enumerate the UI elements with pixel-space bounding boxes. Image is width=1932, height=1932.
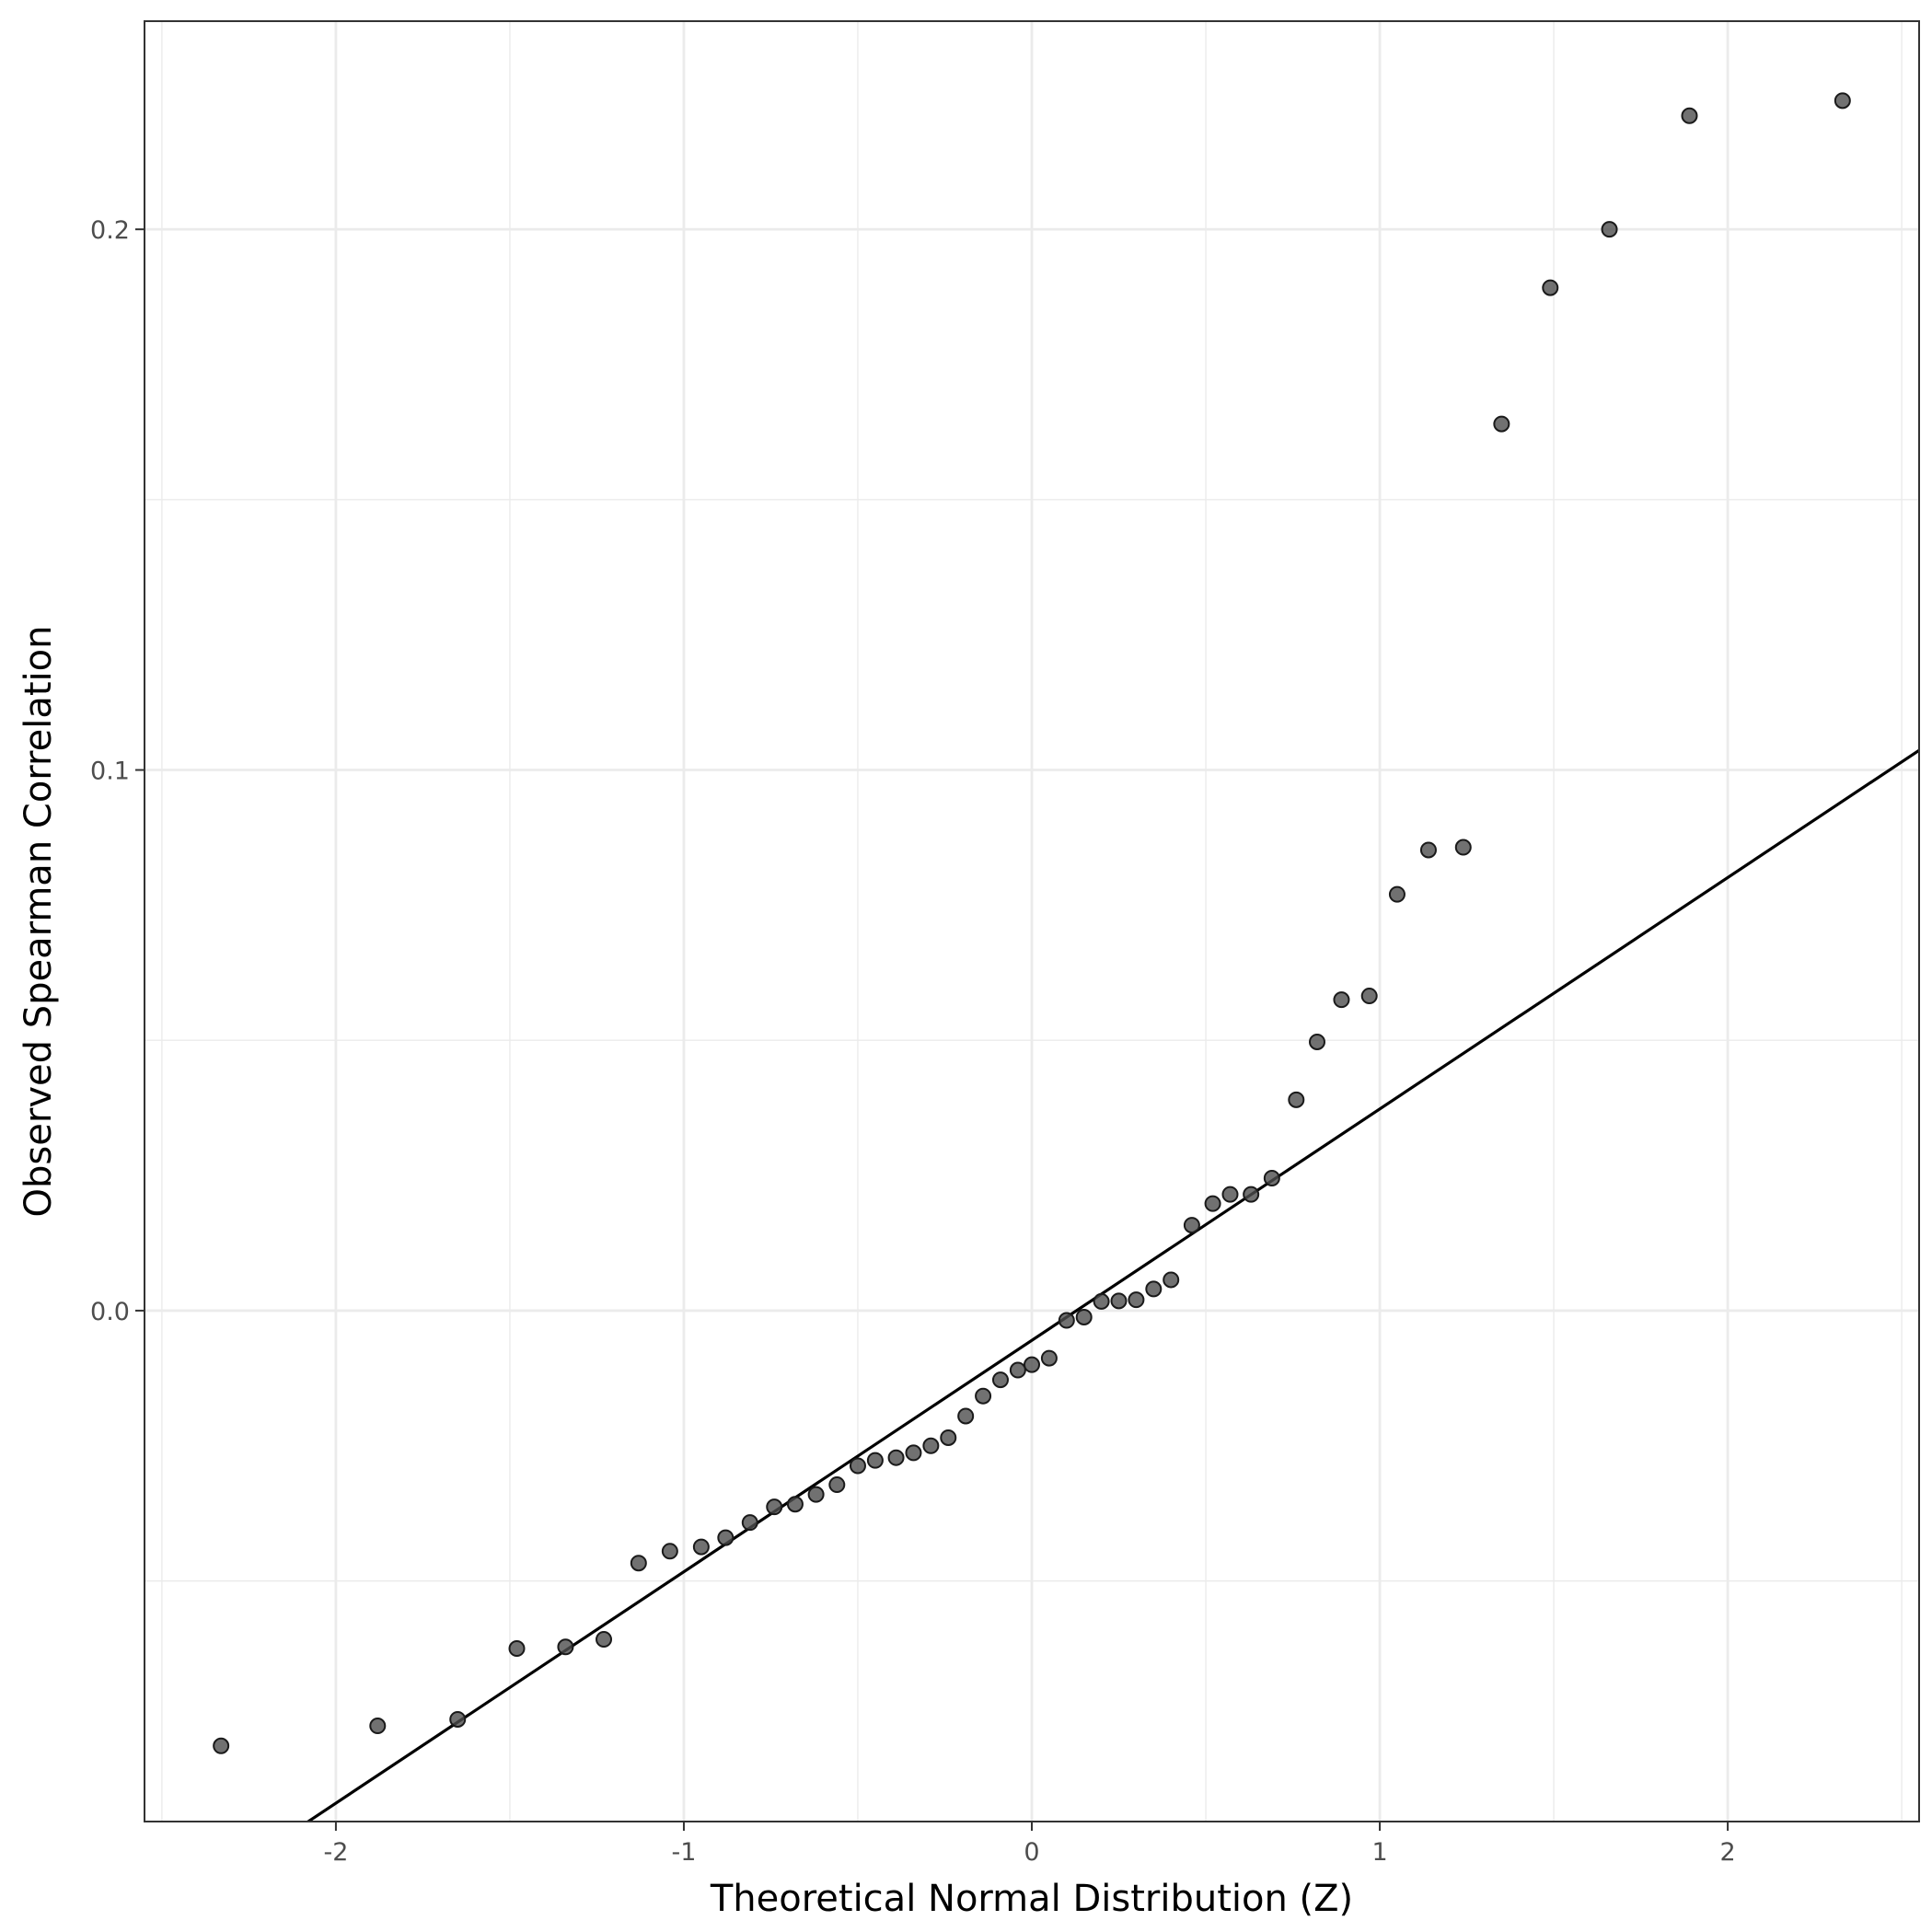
- data-point: [1681, 107, 1698, 124]
- data-point: [1204, 1195, 1221, 1212]
- reference-line: [306, 748, 1919, 1822]
- data-point: [1093, 1292, 1110, 1310]
- data-point: [1493, 415, 1510, 433]
- data-point: [596, 1631, 613, 1649]
- data-point: [508, 1640, 526, 1658]
- data-point: [1163, 1271, 1180, 1289]
- data-point: [1243, 1186, 1260, 1203]
- data-point: [1308, 1033, 1325, 1050]
- x-tick-label: 2: [1719, 1838, 1735, 1867]
- data-point: [449, 1710, 467, 1728]
- data-point: [940, 1429, 957, 1446]
- y-tick-label: 0.2: [90, 216, 130, 245]
- data-point: [741, 1514, 758, 1532]
- data-point: [557, 1638, 574, 1656]
- data-point: [717, 1529, 735, 1546]
- data-point: [1333, 991, 1350, 1009]
- data-point: [369, 1718, 387, 1735]
- data-point: [905, 1444, 922, 1462]
- data-point: [1360, 988, 1378, 1005]
- data-point: [887, 1449, 905, 1466]
- data-point: [1024, 1356, 1040, 1373]
- data-point: [1075, 1308, 1093, 1325]
- data-points: [213, 92, 1851, 1754]
- data-point: [692, 1538, 710, 1556]
- data-point: [1128, 1291, 1145, 1309]
- y-tick-label: 0.0: [90, 1298, 130, 1326]
- y-tick-label: 0.1: [90, 758, 130, 786]
- y-axis-title: Observed Spearman Correlation: [17, 626, 60, 1218]
- data-point: [661, 1543, 678, 1560]
- y-axis-ticks: 0.0 0.1 0.2: [90, 216, 145, 1326]
- x-axis-ticks: -2 -1 0 1 2: [323, 1822, 1736, 1867]
- data-point: [1058, 1312, 1075, 1329]
- major-gridlines: [145, 21, 1919, 1822]
- data-point: [1834, 92, 1851, 110]
- data-point: [1288, 1091, 1305, 1108]
- data-point: [849, 1457, 866, 1475]
- x-tick-label: 1: [1371, 1838, 1387, 1867]
- data-point: [828, 1476, 846, 1494]
- data-point: [213, 1737, 230, 1754]
- data-point: [630, 1555, 647, 1572]
- data-point: [991, 1371, 1009, 1389]
- data-point: [922, 1437, 940, 1454]
- x-axis-title: Theoretical Normal Distribution (Z): [710, 1878, 1353, 1920]
- data-point: [1601, 221, 1618, 238]
- data-point: [975, 1387, 992, 1405]
- data-point: [866, 1452, 884, 1469]
- data-point: [1542, 279, 1559, 296]
- data-point: [1221, 1186, 1239, 1203]
- data-point: [1009, 1361, 1026, 1379]
- data-point: [1110, 1292, 1128, 1310]
- x-tick-label: -1: [671, 1838, 696, 1867]
- data-point: [1145, 1280, 1163, 1298]
- x-tick-label: -2: [323, 1838, 348, 1867]
- data-point: [957, 1407, 975, 1425]
- data-point: [1183, 1217, 1200, 1234]
- data-point: [1454, 839, 1472, 856]
- data-point: [1388, 885, 1406, 903]
- x-tick-label: 0: [1024, 1838, 1039, 1867]
- data-point: [1419, 841, 1437, 859]
- data-point: [1040, 1349, 1058, 1367]
- data-point: [807, 1486, 825, 1503]
- data-point: [786, 1496, 804, 1513]
- data-point: [1263, 1170, 1280, 1187]
- data-point: [766, 1498, 783, 1516]
